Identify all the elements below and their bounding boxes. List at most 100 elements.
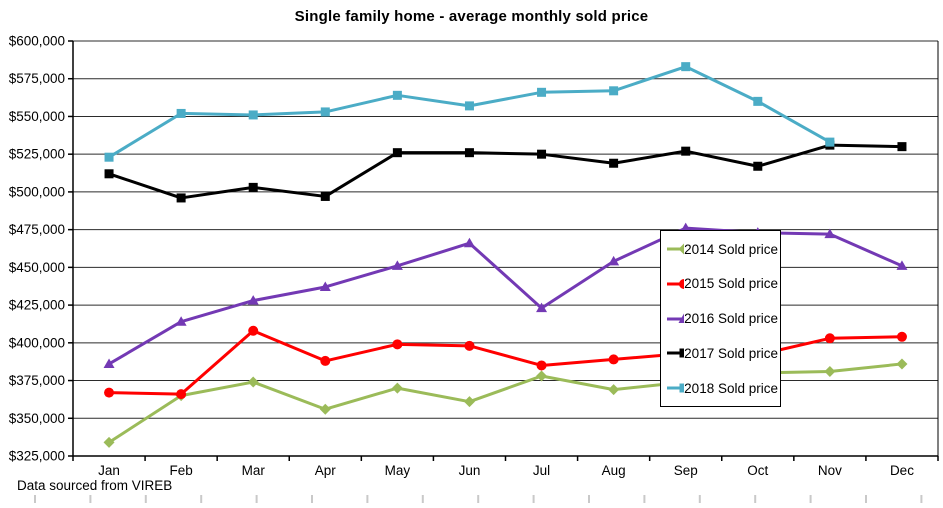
data-point-marker [609, 86, 619, 96]
data-point-marker [753, 96, 763, 106]
data-point-marker [536, 302, 548, 313]
y-tick-label: $475,000 [9, 222, 65, 237]
data-point-marker [608, 255, 620, 266]
y-tick-label: $425,000 [9, 298, 65, 313]
series-2017 [104, 140, 907, 203]
legend-swatch [667, 243, 685, 255]
data-point-marker [681, 146, 691, 156]
data-point-marker [247, 376, 259, 388]
x-tick-label: Aug [602, 463, 626, 478]
chart-title: Single family home - average monthly sol… [294, 8, 649, 25]
series-line [107, 226, 904, 366]
data-point-marker [608, 354, 619, 365]
data-point-marker [392, 339, 403, 350]
x-tick-label: Dec [890, 463, 914, 478]
y-tick-label: $375,000 [9, 373, 65, 388]
legend-swatch [667, 313, 685, 323]
data-point-marker [319, 403, 331, 415]
series-2018 [104, 62, 835, 162]
data-point-marker [248, 110, 258, 120]
data-point-marker [320, 107, 330, 117]
x-tick-label: Nov [818, 463, 842, 478]
x-tick-label: Jun [459, 463, 481, 478]
data-point-marker [679, 278, 685, 289]
data-point-marker [608, 384, 620, 396]
data-point-marker [536, 360, 547, 371]
data-point-marker [678, 313, 685, 323]
series-line [107, 65, 832, 159]
data-point-marker [896, 358, 908, 370]
data-point-marker [537, 87, 547, 97]
legend-label: 2017 Sold price [684, 345, 778, 361]
y-tick-label: $450,000 [9, 260, 65, 275]
legend-label: 2015 Sold price [684, 276, 778, 292]
data-point-marker [678, 243, 685, 255]
legend-entry-2016: 2016 Sold price [667, 311, 778, 326]
y-tick-label: $350,000 [9, 411, 65, 426]
data-point-marker [753, 161, 763, 171]
chart-legend: 2014 Sold price 2015 Sold price 2016 Sold … [660, 230, 781, 407]
data-point-marker [247, 295, 259, 305]
legend-entry-2017: 2017 Sold price [667, 345, 778, 361]
data-point-marker [536, 370, 548, 382]
data-source-note: Data sourced from VIREB [17, 478, 173, 493]
y-tick-label: $400,000 [9, 335, 65, 350]
data-point-marker [464, 148, 474, 158]
series-2014 [103, 358, 908, 448]
legend-label: 2014 Sold price [684, 241, 778, 257]
legend-swatch [667, 348, 685, 358]
series-line [107, 362, 904, 444]
data-point-marker [391, 382, 403, 394]
y-tick-label: $550,000 [9, 109, 65, 124]
data-point-marker [824, 333, 835, 344]
data-point-marker [320, 191, 330, 201]
data-point-marker [463, 396, 475, 408]
data-point-marker [537, 149, 547, 159]
data-point-marker [824, 228, 836, 239]
x-tick-label: Mar [242, 463, 266, 478]
data-point-marker [825, 137, 835, 147]
data-point-marker [176, 108, 186, 118]
data-point-marker [896, 331, 907, 342]
data-point-marker [320, 355, 331, 366]
legend-label: 2018 Sold price [684, 380, 778, 396]
data-point-marker [897, 142, 907, 152]
data-point-marker [392, 148, 402, 158]
x-tick-label: Jan [98, 463, 120, 478]
y-tick-label: $525,000 [9, 147, 65, 162]
data-point-marker [679, 348, 685, 358]
legend-swatch [667, 278, 685, 289]
y-tick-label: $325,000 [9, 449, 65, 464]
series-line [107, 143, 904, 200]
legend-swatch [667, 383, 685, 393]
data-point-marker [896, 260, 908, 270]
data-point-marker [679, 383, 685, 393]
data-point-marker [175, 316, 187, 326]
series-2016 [103, 222, 908, 368]
legend-entry-2015: 2015 Sold price [667, 276, 778, 292]
legend-entry-2018: 2018 Sold price [667, 380, 778, 396]
x-tick-label: May [385, 463, 411, 478]
legend-label: 2016 Sold price [684, 311, 778, 326]
data-point-marker [248, 182, 258, 192]
x-tick-label: Feb [169, 463, 192, 478]
data-point-marker [104, 387, 115, 398]
data-point-marker [319, 281, 331, 291]
legend-entry-2014: 2014 Sold price [667, 241, 778, 257]
data-point-marker [681, 62, 691, 72]
y-tick-label: $500,000 [9, 184, 65, 199]
data-point-marker [824, 365, 836, 377]
data-point-marker [680, 222, 692, 233]
y-tick-label: $575,000 [9, 71, 65, 86]
data-point-marker [248, 325, 259, 336]
data-point-marker [104, 152, 114, 162]
data-point-marker [391, 260, 403, 270]
data-point-marker [176, 193, 186, 203]
data-point-marker [392, 90, 402, 100]
x-tick-label: Oct [747, 463, 768, 478]
data-point-marker [464, 340, 475, 351]
data-point-marker [176, 389, 187, 400]
data-point-marker [464, 101, 474, 111]
data-point-marker [104, 169, 114, 179]
